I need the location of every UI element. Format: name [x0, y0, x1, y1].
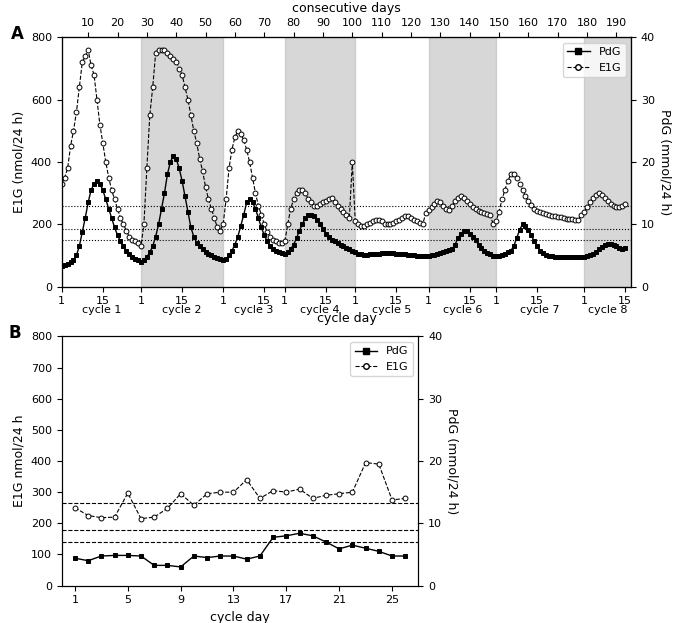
X-axis label: consecutive days: consecutive days	[292, 2, 401, 15]
Text: cycle 1: cycle 1	[82, 305, 121, 315]
Text: cycle 3: cycle 3	[235, 305, 274, 315]
X-axis label: cycle day: cycle day	[210, 611, 270, 623]
Y-axis label: PdG (mmol/24 h): PdG (mmol/24 h)	[446, 408, 459, 514]
Y-axis label: E1G (nmol/24 h): E1G (nmol/24 h)	[12, 111, 25, 213]
Text: cycle 4: cycle 4	[300, 305, 340, 315]
Text: cycle 5: cycle 5	[372, 305, 412, 315]
Bar	[584, 37, 631, 287]
Legend: PdG, E1G: PdG, E1G	[563, 43, 626, 77]
Y-axis label: PdG (mmol/24 h): PdG (mmol/24 h)	[659, 109, 672, 215]
Legend: PdG, E1G: PdG, E1G	[351, 342, 413, 376]
Y-axis label: E1G nmol/24 h: E1G nmol/24 h	[12, 415, 25, 507]
Bar	[429, 37, 496, 287]
Text: cycle 8: cycle 8	[588, 305, 628, 315]
Bar	[141, 37, 223, 287]
Text: cycle 6: cycle 6	[442, 305, 482, 315]
Text: cycle 2: cycle 2	[163, 305, 202, 315]
Bar	[285, 37, 355, 287]
X-axis label: cycle day: cycle day	[316, 312, 377, 325]
Text: B: B	[8, 324, 21, 342]
Text: cycle 7: cycle 7	[521, 305, 560, 315]
Text: A: A	[10, 25, 23, 43]
